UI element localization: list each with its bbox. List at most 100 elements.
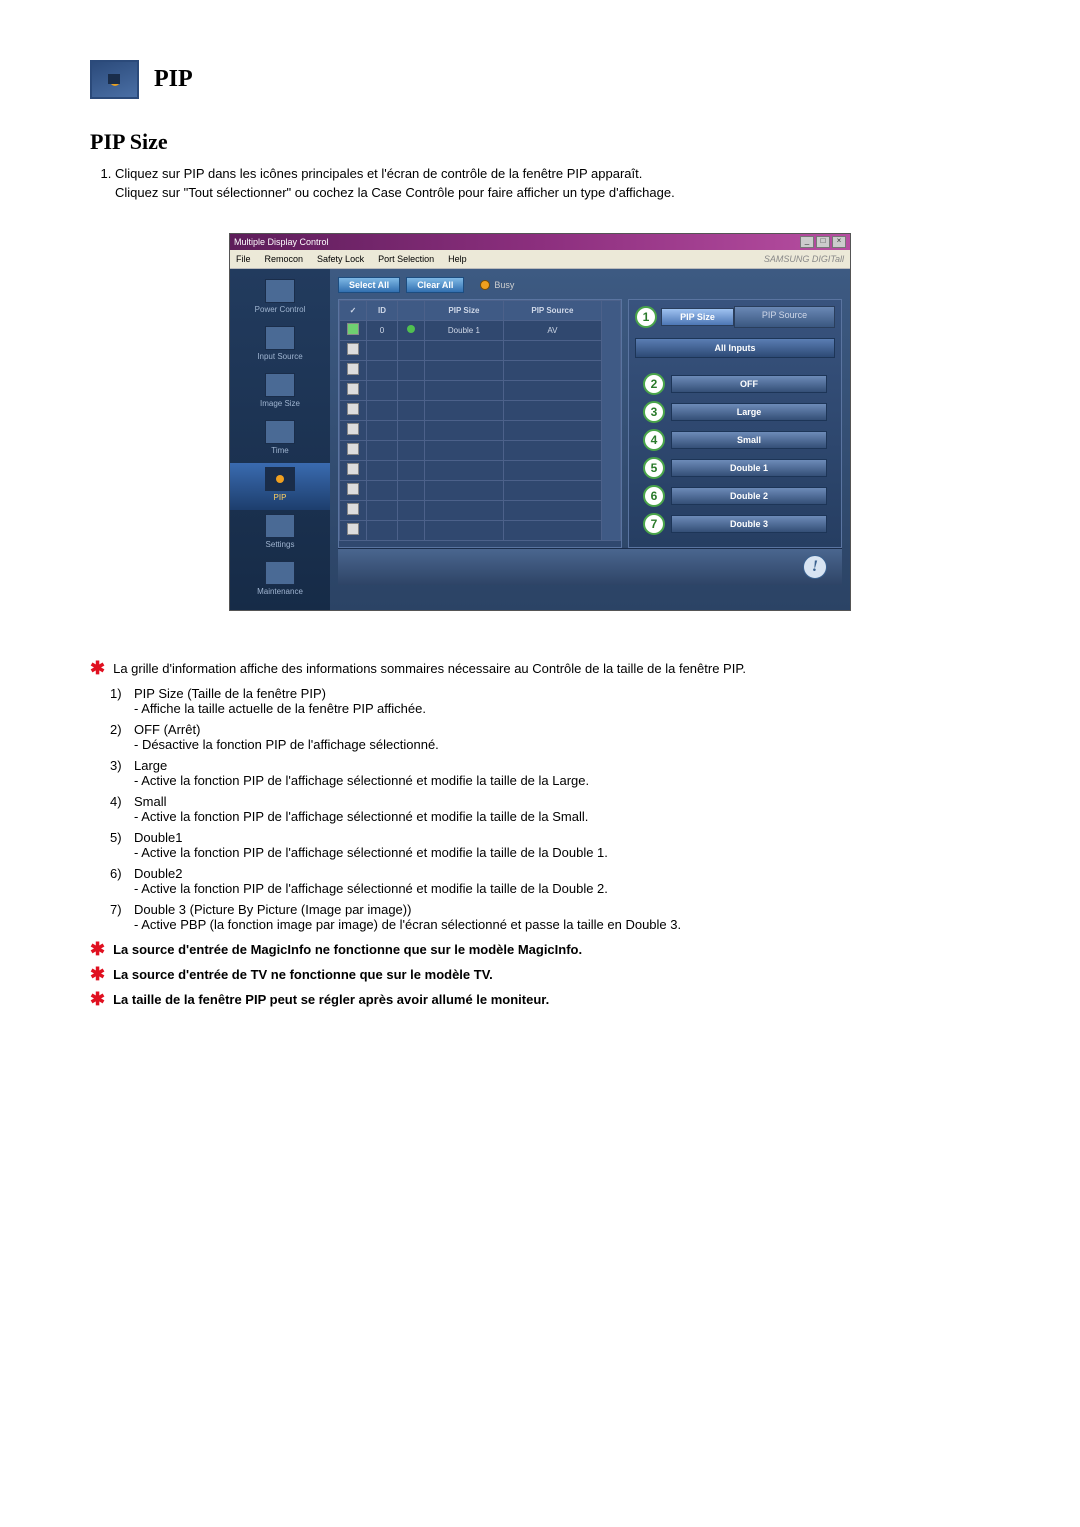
col-id: ID (367, 300, 398, 320)
pip-size-option[interactable]: 5Double 1 (643, 457, 827, 479)
table-row[interactable] (340, 440, 621, 460)
power-icon (265, 279, 295, 303)
tab-pip-size[interactable]: PIP Size (661, 308, 734, 326)
info-note: ✱ La source d'entrée de TV ne fonctionne… (90, 967, 990, 982)
definition-sub: - Active la fonction PIP de l'affichage … (134, 773, 990, 788)
menu-safety-lock[interactable]: Safety Lock (317, 254, 364, 264)
footer-bar: ! (338, 548, 842, 585)
sidebar-item-label: Image Size (260, 399, 300, 408)
definitions: ✱ La grille d'information affiche des in… (90, 661, 990, 1007)
option-label: OFF (671, 375, 827, 393)
menu-file[interactable]: File (236, 254, 251, 264)
definition-number: 2) (110, 722, 128, 737)
scrollbar[interactable] (602, 300, 621, 540)
pip-size-option[interactable]: 4Small (643, 429, 827, 451)
option-label: Double 1 (671, 459, 827, 477)
pip-size-option[interactable]: 3Large (643, 401, 827, 423)
pip-size-option[interactable]: 7Double 3 (643, 513, 827, 535)
menu-port-selection[interactable]: Port Selection (378, 254, 434, 264)
sidebar-item-input-source[interactable]: Input Source (230, 322, 330, 369)
close-button[interactable]: × (832, 236, 846, 248)
info-note: ✱ La taille de la fenêtre PIP peut se ré… (90, 992, 990, 1007)
toolbar: Select All Clear All Busy (338, 277, 842, 293)
definition-list: 1)PIP Size (Taille de la fenêtre PIP)- A… (90, 686, 990, 932)
display-table: ✓ ID PIP Size PIP Source 0 Double 1 (339, 300, 621, 541)
input-source-icon (265, 326, 295, 350)
select-all-button[interactable]: Select All (338, 277, 400, 293)
note-text: La grille d'information affiche des info… (113, 661, 746, 676)
display-grid: ✓ ID PIP Size PIP Source 0 Double 1 (338, 299, 622, 548)
definition-title: Double1 (134, 830, 182, 845)
star-icon: ✱ (90, 661, 105, 675)
col-pip-source: PIP Source (503, 300, 601, 320)
intro-step: Cliquez sur PIP dans les icônes principa… (115, 165, 990, 203)
tab-pip-source[interactable]: PIP Source (734, 306, 835, 328)
intro-text: Cliquez sur "Tout sélectionner" ou coche… (115, 185, 675, 200)
row-checkbox[interactable] (347, 523, 359, 535)
minimize-button[interactable]: _ (800, 236, 814, 248)
row-checkbox[interactable] (347, 343, 359, 355)
maximize-button[interactable]: □ (816, 236, 830, 248)
definition-sub: - Affiche la taille actuelle de la fenêt… (134, 701, 990, 716)
callout-1: 1 (635, 306, 657, 328)
callout-number: 7 (643, 513, 665, 535)
sidebar-item-label: Time (271, 446, 288, 455)
sidebar-item-power-control[interactable]: Power Control (230, 275, 330, 322)
window-body: Power Control Input Source Image Size Ti… (230, 269, 850, 610)
table-row[interactable] (340, 520, 621, 540)
definition-number: 3) (110, 758, 128, 773)
callout-number: 6 (643, 485, 665, 507)
pip-monitor-icon (90, 60, 139, 99)
sidebar-item-label: Input Source (257, 352, 302, 361)
window-titlebar: Multiple Display Control _ □ × (230, 234, 850, 250)
sidebar-item-maintenance[interactable]: Maintenance (230, 557, 330, 604)
definition-item: 1)PIP Size (Taille de la fenêtre PIP) (110, 686, 990, 701)
table-row[interactable] (340, 460, 621, 480)
clear-all-button[interactable]: Clear All (406, 277, 464, 293)
row-checkbox[interactable] (347, 403, 359, 415)
definition-title: Small (134, 794, 167, 809)
row-checkbox[interactable] (347, 323, 359, 335)
pip-size-option[interactable]: 6Double 2 (643, 485, 827, 507)
row-checkbox[interactable] (347, 463, 359, 475)
window-buttons: _ □ × (800, 236, 846, 248)
table-row[interactable] (340, 380, 621, 400)
row-checkbox[interactable] (347, 443, 359, 455)
all-inputs-button[interactable]: All Inputs (635, 338, 835, 358)
table-row[interactable] (340, 340, 621, 360)
sidebar-item-time[interactable]: Time (230, 416, 330, 463)
definition-item: 7)Double 3 (Picture By Picture (Image pa… (110, 902, 990, 917)
menu-remocon[interactable]: Remocon (265, 254, 304, 264)
definition-sub: - Désactive la fonction PIP de l'afficha… (134, 737, 990, 752)
callout-number: 3 (643, 401, 665, 423)
pip-icon (265, 467, 295, 491)
intro-list: Cliquez sur PIP dans les icônes principa… (90, 165, 990, 203)
menu-help[interactable]: Help (448, 254, 467, 264)
section-title: PIP Size (90, 129, 990, 155)
table-row[interactable] (340, 500, 621, 520)
table-row[interactable] (340, 400, 621, 420)
row-checkbox[interactable] (347, 363, 359, 375)
sidebar-item-image-size[interactable]: Image Size (230, 369, 330, 416)
table-row[interactable] (340, 360, 621, 380)
pip-size-option[interactable]: 2OFF (643, 373, 827, 395)
definition-title: Double 3 (Picture By Picture (Image par … (134, 902, 411, 917)
col-status (398, 300, 425, 320)
definition-number: 5) (110, 830, 128, 845)
note-text: La source d'entrée de MagicInfo ne fonct… (113, 942, 582, 957)
row-checkbox[interactable] (347, 503, 359, 515)
callout-number: 4 (643, 429, 665, 451)
table-row[interactable]: 0 Double 1 AV (340, 320, 621, 340)
row-checkbox[interactable] (347, 383, 359, 395)
row-checkbox[interactable] (347, 483, 359, 495)
star-icon: ✱ (90, 967, 105, 981)
info-icon[interactable]: ! (803, 555, 827, 579)
sidebar-item-settings[interactable]: Settings (230, 510, 330, 557)
time-icon (265, 420, 295, 444)
row-checkbox[interactable] (347, 423, 359, 435)
intro-text: Cliquez sur PIP dans les icônes principa… (115, 166, 642, 181)
sidebar-item-pip[interactable]: PIP (230, 463, 330, 510)
table-row[interactable] (340, 420, 621, 440)
table-row[interactable] (340, 480, 621, 500)
image-size-icon (265, 373, 295, 397)
